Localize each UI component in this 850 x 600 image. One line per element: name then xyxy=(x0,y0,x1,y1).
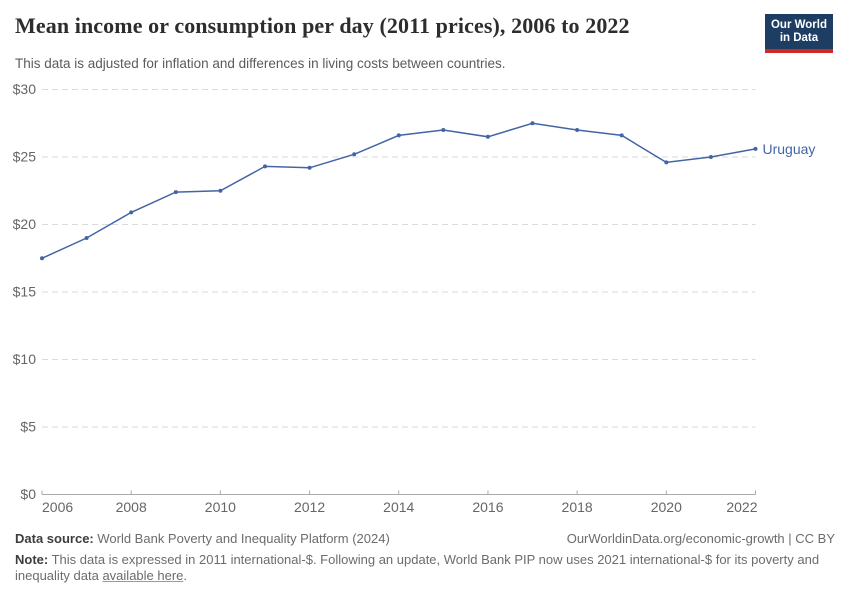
note-text: This data is expressed in 2011 internati… xyxy=(15,552,820,583)
data-point xyxy=(173,190,178,195)
owid-logo-line1: Our World xyxy=(770,19,827,31)
data-source-text: World Bank Poverty and Inequality Platfo… xyxy=(93,531,390,546)
series-line-uruguay xyxy=(41,122,756,259)
data-point xyxy=(441,128,446,132)
data-point xyxy=(40,256,44,261)
data-source-label: Data source: xyxy=(15,531,94,546)
data-point xyxy=(263,164,267,169)
data-point xyxy=(530,121,535,126)
x-axis-label: 2016 xyxy=(472,499,503,515)
owid-logo: Our World in Data xyxy=(764,14,833,53)
y-axis-label: $20 xyxy=(13,216,37,232)
x-axis-label: 2008 xyxy=(116,499,147,515)
x-axis-label: 2012 xyxy=(294,499,325,515)
y-axis-label: $25 xyxy=(13,149,37,165)
y-axis-label: $5 xyxy=(20,419,36,435)
x-axis-label: 2006 xyxy=(42,499,73,515)
y-axis-label: $30 xyxy=(13,81,37,97)
data-point xyxy=(575,128,580,132)
series-label-uruguay: Uruguay xyxy=(763,141,816,157)
available-here-link[interactable]: available here xyxy=(102,567,184,583)
data-point xyxy=(352,152,357,157)
x-axis-label: 2018 xyxy=(562,499,593,515)
y-axis-label: $10 xyxy=(13,351,37,367)
note-label: Note: xyxy=(15,552,49,567)
data-point xyxy=(485,134,490,139)
x-axis-label: 2014 xyxy=(383,499,414,515)
data-point xyxy=(129,210,134,215)
data-point xyxy=(753,146,758,151)
data-point xyxy=(396,133,401,138)
attribution-text: OurWorldinData.org/economic-growth | CC … xyxy=(566,531,835,546)
data-point xyxy=(708,155,713,159)
page-title: Mean income or consumption per day (2011… xyxy=(15,13,630,38)
data-point xyxy=(307,165,312,170)
y-axis-label: $0 xyxy=(20,486,36,502)
chart-subtitle: This data is adjusted for inflation and … xyxy=(15,56,506,71)
note: Note: This data is expressed in 2011 int… xyxy=(15,552,835,583)
chart-footer: Data source: World Bank Poverty and Ineq… xyxy=(15,531,835,583)
data-source: Data source: World Bank Poverty and Ineq… xyxy=(15,531,390,546)
x-axis-label: 2020 xyxy=(651,499,682,515)
x-axis-label: 2010 xyxy=(205,499,236,515)
data-point xyxy=(619,133,624,138)
data-point xyxy=(664,160,669,165)
owid-logo-line2: in Data xyxy=(779,32,819,44)
note-period: . xyxy=(183,567,188,583)
y-axis-label: $15 xyxy=(13,284,37,300)
data-point xyxy=(218,188,223,193)
x-axis-label: 2022 xyxy=(726,499,757,515)
data-point xyxy=(84,236,89,240)
